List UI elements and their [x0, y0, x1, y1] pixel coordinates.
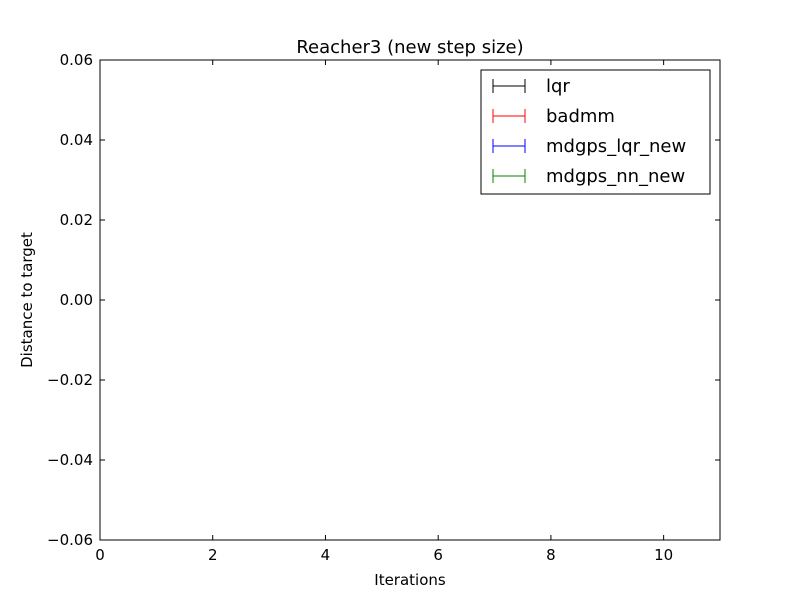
x-tick-label: 6: [433, 546, 443, 564]
legend-item-mdgps_nn_new: mdgps_nn_new: [492, 166, 685, 187]
legend-label: badmm: [546, 106, 615, 127]
plot-area-frame: [99, 59, 721, 541]
y-tick-label: 0.06: [60, 51, 93, 69]
y-tick-label: 0.02: [60, 211, 93, 229]
legend: lqr badmm mdgps_lqr_new mdgps_nn_new: [480, 69, 711, 195]
y-tick-label: −0.02: [47, 371, 93, 389]
legend-item-badmm: badmm: [492, 106, 615, 127]
y-tick-label: −0.06: [47, 531, 93, 549]
legend-label: mdgps_lqr_new: [546, 136, 686, 157]
x-tick-label: 10: [654, 546, 673, 564]
legend-item-lqr: lqr: [492, 76, 570, 97]
chart-title: Reacher3 (new step size): [296, 37, 523, 58]
y-tick-label: 0.04: [60, 131, 93, 149]
x-tick-label: 0: [95, 546, 105, 564]
tick-labels-layer: 0 2 4 6 8 10 −0.06 −0.04 −0.02 0.00 0.02 0.04 0.06: [47, 51, 673, 564]
x-tick-label: 4: [321, 546, 331, 564]
legend-box: [480, 69, 711, 195]
x-tick-label: 2: [208, 546, 218, 564]
y-axis-label: Distance to target: [18, 232, 36, 368]
x-axis-label: Iterations: [374, 571, 446, 589]
legend-item-mdgps_lqr_new: mdgps_lqr_new: [492, 136, 686, 157]
y-tick-label: −0.04: [47, 451, 93, 469]
x-tick-label: 8: [546, 546, 556, 564]
y-tick-label: 0.00: [60, 291, 93, 309]
legend-label: lqr: [546, 76, 570, 97]
legend-label: mdgps_nn_new: [546, 166, 685, 187]
